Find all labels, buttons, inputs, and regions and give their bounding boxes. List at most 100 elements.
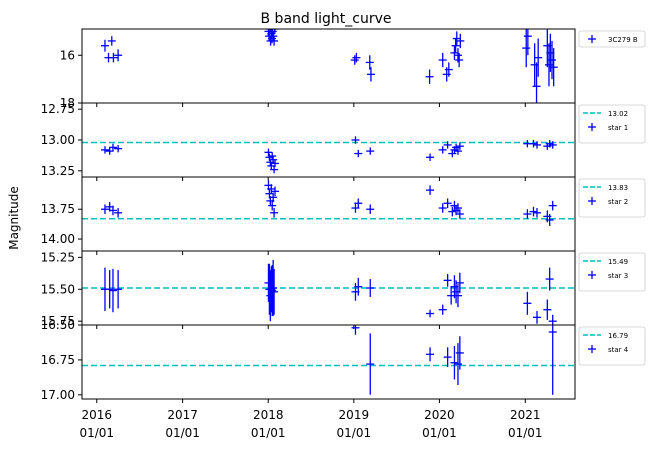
data-point bbox=[452, 143, 461, 152]
y-axis-label: Magnitude bbox=[7, 186, 21, 250]
data-point bbox=[109, 52, 118, 63]
data-point bbox=[270, 268, 279, 315]
data-point bbox=[425, 69, 434, 84]
legend-ref-label: 16.79 bbox=[608, 332, 628, 340]
data-point bbox=[456, 33, 465, 49]
data-point bbox=[444, 62, 453, 77]
data-point bbox=[450, 275, 459, 299]
data-point bbox=[271, 159, 280, 168]
data-point bbox=[114, 208, 123, 218]
x-axis: 2016 01/01 2017 01/01 2018 01/01 2019 01/01 2020… bbox=[79, 408, 542, 440]
data-point bbox=[455, 209, 464, 219]
data-point bbox=[549, 48, 558, 87]
data-point bbox=[453, 203, 462, 213]
x-tick-label-year: 2019 bbox=[339, 408, 370, 422]
data-point bbox=[533, 310, 542, 324]
data-point bbox=[426, 309, 435, 318]
data-point bbox=[352, 52, 361, 63]
legend-box bbox=[578, 178, 646, 218]
data-point bbox=[523, 29, 532, 56]
data-point bbox=[269, 156, 278, 164]
y-tick-label: 13.25 bbox=[41, 164, 75, 178]
y-tick-label: 14.00 bbox=[41, 232, 75, 246]
data-point bbox=[533, 208, 542, 218]
panel-frame bbox=[81, 324, 576, 400]
chart-title: B band light_curve bbox=[261, 11, 392, 27]
legend-series-label: star 4 bbox=[608, 346, 629, 354]
legend-star2: 13.83 star 2 bbox=[578, 178, 646, 218]
legend-star4: 16.79 star 4 bbox=[578, 326, 646, 366]
data-point bbox=[453, 343, 462, 386]
series-3c279 bbox=[100, 29, 558, 103]
data-point bbox=[114, 49, 123, 62]
data-point bbox=[268, 152, 277, 160]
legend-series-label: star 1 bbox=[608, 124, 628, 132]
data-point bbox=[453, 147, 462, 155]
data-point bbox=[438, 304, 447, 315]
y-tick-label: 13.75 bbox=[41, 202, 75, 216]
data-point bbox=[268, 200, 277, 211]
series-star2 bbox=[100, 180, 557, 226]
legend-ref-label: 13.83 bbox=[608, 184, 628, 192]
data-point bbox=[350, 55, 359, 65]
data-point bbox=[366, 147, 375, 155]
data-point bbox=[534, 38, 543, 77]
data-point bbox=[532, 62, 541, 103]
panel-star3: 15.25 15.50 15.75 bbox=[41, 250, 576, 329]
data-point bbox=[548, 314, 557, 325]
y-tick-label: 15.25 bbox=[41, 250, 75, 264]
y-tick-label: 13.00 bbox=[41, 133, 75, 147]
y-tick-label: 12.75 bbox=[41, 102, 75, 116]
data-point bbox=[267, 184, 276, 194]
x-tick-label-year: 2020 bbox=[424, 408, 455, 422]
data-point bbox=[443, 273, 452, 287]
panel-star2: 13.75 14.00 bbox=[41, 176, 576, 255]
data-point bbox=[438, 203, 447, 213]
data-point bbox=[529, 140, 538, 148]
data-point bbox=[426, 347, 435, 362]
data-point bbox=[452, 280, 461, 304]
data-point bbox=[270, 208, 279, 218]
data-point bbox=[268, 29, 277, 37]
data-point bbox=[426, 185, 435, 195]
data-point bbox=[450, 345, 459, 380]
data-point bbox=[448, 206, 457, 217]
legends-group: 3C279 B 13.02 star 1 13.83 star 2 15.49 star 3… bbox=[578, 30, 646, 366]
data-point bbox=[269, 192, 278, 203]
x-tick-label-year: 2017 bbox=[167, 408, 198, 422]
data-point bbox=[522, 29, 531, 68]
data-point bbox=[354, 198, 363, 209]
data-point bbox=[545, 267, 554, 291]
data-point bbox=[366, 67, 375, 82]
data-point bbox=[426, 153, 435, 161]
legend-box bbox=[578, 326, 646, 366]
series-star4 bbox=[351, 325, 557, 395]
legend-box bbox=[578, 30, 646, 48]
panel-frame bbox=[81, 176, 576, 252]
data-point bbox=[529, 206, 538, 217]
legend-ref-label: 13.02 bbox=[608, 110, 628, 118]
y-tick-label: 16 bbox=[60, 48, 75, 62]
data-point bbox=[100, 146, 109, 154]
data-point bbox=[366, 333, 375, 395]
data-point bbox=[455, 272, 464, 294]
data-point bbox=[548, 200, 557, 211]
data-point bbox=[455, 52, 464, 68]
data-point bbox=[270, 165, 279, 174]
x-tick-label-date: 01/01 bbox=[508, 426, 543, 440]
panel-frame bbox=[81, 28, 576, 104]
data-point bbox=[270, 36, 279, 46]
data-point bbox=[268, 265, 277, 317]
legend-series-label: 3C279 B bbox=[608, 36, 638, 44]
data-point bbox=[271, 186, 280, 197]
legend-star1: 13.02 star 1 bbox=[578, 104, 646, 144]
data-point bbox=[108, 143, 117, 152]
data-point bbox=[438, 52, 447, 68]
legend-star3: 15.49 star 3 bbox=[578, 252, 646, 292]
x-tick-label-year: 2016 bbox=[82, 408, 113, 422]
data-point bbox=[455, 142, 464, 150]
panel-star1: 12.75 13.00 13.25 bbox=[41, 102, 576, 181]
